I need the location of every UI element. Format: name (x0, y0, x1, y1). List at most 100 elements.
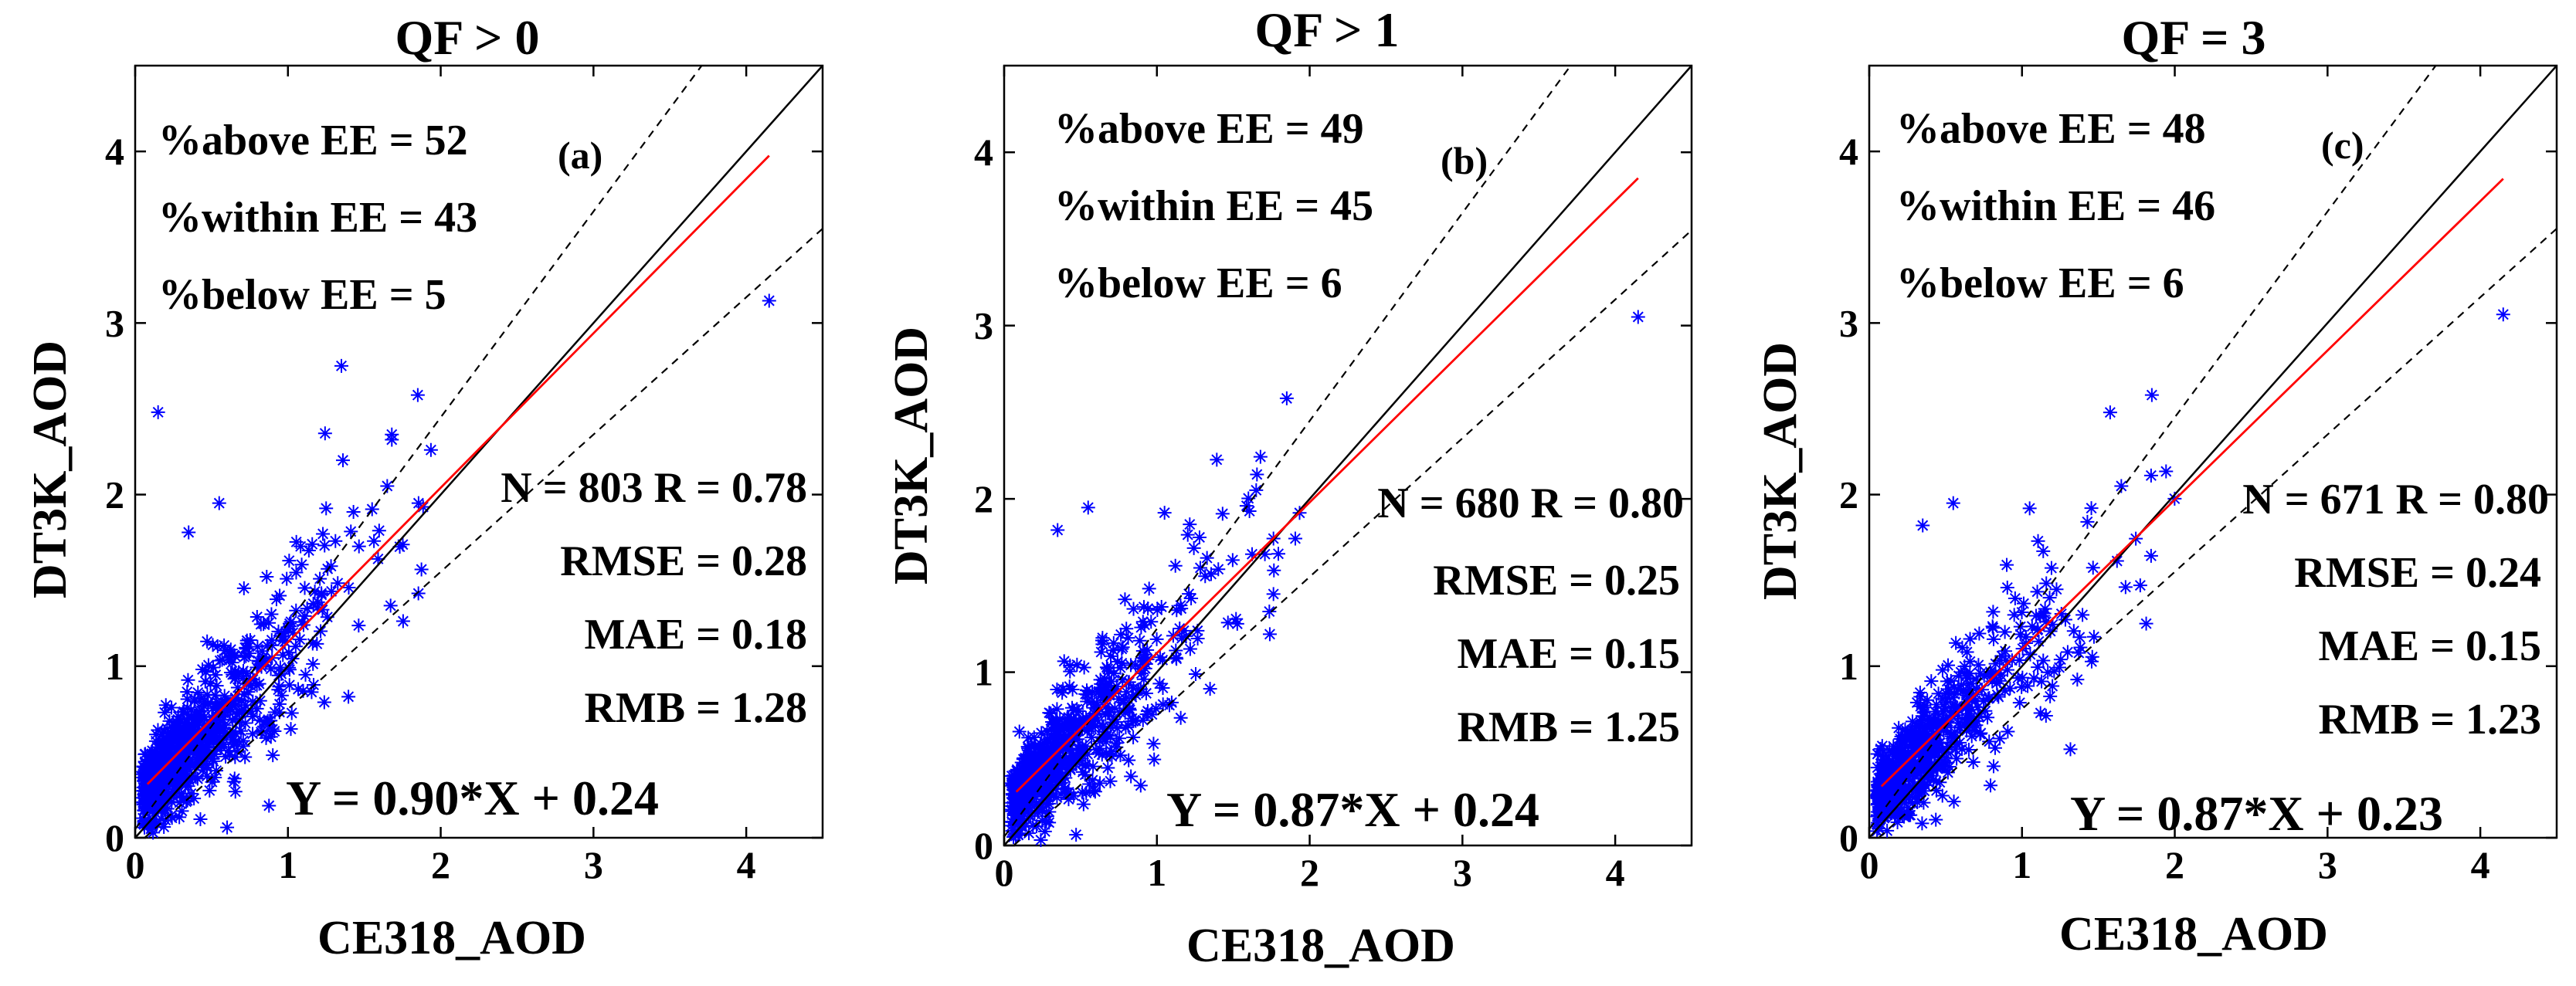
panel-b-point (1005, 818, 1020, 833)
panel-c-point (1985, 674, 2000, 689)
panel-b-point (1125, 711, 1139, 726)
panel-c-point (1915, 816, 1929, 831)
panel-b-point (1090, 713, 1105, 727)
panel-c-point (1939, 720, 1953, 735)
panel-c-within-ee: %within EE = 46 (1896, 182, 2215, 230)
panel-c-point (1964, 703, 1979, 717)
panel-b-point (1010, 806, 1024, 821)
panel-b-point (1071, 732, 1085, 747)
panel-a-point (305, 537, 320, 551)
panel-c-point (2014, 605, 2029, 619)
panel-b-point (1054, 723, 1068, 737)
panel-b-point (1022, 808, 1037, 823)
panel-c: QF = 3 CE318_AOD DT3K_AOD 0 1 2 3 4 0 1 … (1754, 10, 2558, 961)
panel-b-point (1179, 629, 1193, 643)
panel-a-point (267, 724, 282, 738)
panel-b-point (1055, 718, 1070, 733)
panel-a-point (144, 818, 158, 832)
panel-c-point (1994, 649, 2009, 663)
panel-a-point (365, 502, 379, 517)
panel-a-point (170, 753, 185, 767)
panel-a-point (190, 718, 205, 733)
panel-a-point (181, 779, 195, 794)
panel-b-point (1067, 788, 1081, 803)
panel-b-point (1126, 730, 1141, 744)
panel-b-point (1152, 676, 1167, 691)
panel-a-point (244, 704, 259, 719)
panel-c-point (1890, 815, 1905, 829)
panel-a-xtick-1: 1 (278, 843, 297, 886)
panel-b-point (1041, 796, 1056, 811)
panel-b-point (1081, 500, 1095, 515)
panel-c-point (1922, 760, 1936, 774)
panel-a-point (411, 586, 426, 601)
panel-c-point (1936, 703, 1950, 718)
panel-c-point (1972, 626, 1987, 641)
panel-a-point (209, 679, 224, 693)
panel-a-plot: 0 1 2 3 4 0 1 2 3 4 (105, 64, 824, 886)
panel-c-point (1875, 739, 1889, 754)
panel-a-point (197, 699, 212, 713)
panel-b-point (1136, 600, 1151, 615)
panel-b-within-ee: %within EE = 45 (1054, 182, 1373, 230)
panel-b-point (1114, 627, 1128, 642)
panel-b-point (1198, 569, 1213, 584)
panel-c-xtick-4: 4 (2471, 843, 2490, 886)
panel-a-point (161, 761, 176, 776)
panel-b-point (1102, 705, 1117, 720)
panel-b-point (1066, 703, 1081, 718)
panel-c-point (2035, 674, 2049, 689)
panel-a-point (236, 671, 250, 686)
panel-c-point (1919, 746, 1933, 761)
panel-c-point (1909, 720, 1924, 734)
panel-a-point (165, 784, 180, 798)
panel-a-point (229, 697, 243, 712)
panel-a-point (198, 734, 212, 748)
panel-b-point (1220, 615, 1235, 630)
panel-b-point (1016, 809, 1030, 824)
panel-c-point (1959, 699, 1974, 713)
panel-b-point (1092, 734, 1107, 749)
panel-b-point (1141, 601, 1156, 616)
panel-a-point (281, 660, 296, 675)
panel-c-point (1919, 739, 1934, 754)
panel-c-point (1892, 720, 1906, 735)
panel-b-point (1061, 792, 1076, 807)
panel-a-point (186, 737, 201, 751)
panel-b-point (1118, 720, 1133, 735)
panel-c-point (1930, 706, 1945, 721)
panel-a-point (234, 723, 249, 738)
panel-b-point (1059, 750, 1074, 764)
panel-b-point (1203, 567, 1218, 581)
panel-a-point (158, 705, 172, 720)
panel-a-point (205, 638, 220, 652)
panel-b-point (1034, 800, 1049, 815)
panel-c-point (1973, 727, 1987, 741)
panel-a-point (172, 740, 187, 754)
panel-c-point (1950, 682, 1965, 696)
panel-a-point (165, 811, 179, 825)
panel-c-point (1916, 518, 1930, 533)
panel-c-point (1908, 768, 1923, 783)
panel-a-point (159, 769, 174, 784)
panel-b-point (1013, 815, 1027, 829)
panel-c-point (2103, 405, 2117, 420)
panel-c-point (1946, 690, 1960, 705)
panel-c-point (1987, 740, 2002, 755)
panel-b-point (1156, 680, 1170, 695)
panel-c-point (2036, 544, 2051, 558)
panel-b-point (1249, 483, 1264, 497)
panel-a-point (136, 760, 151, 774)
panel-b-point (1190, 632, 1205, 646)
panel-a-xlabel: CE318_AOD (317, 912, 586, 964)
panel-c-point (1875, 808, 1890, 822)
panel-b-ylabel: DT3K_AOD (885, 327, 938, 584)
panel-c-point (2031, 634, 2046, 649)
panel-b-ytick-0: 0 (974, 824, 993, 867)
panel-b-point (1018, 772, 1033, 787)
panel-a-point (190, 731, 205, 746)
panel-a-point (221, 650, 236, 664)
panel-a-point (296, 683, 311, 698)
panel-b-point (1069, 828, 1084, 842)
panel-c-point (2013, 627, 2028, 642)
